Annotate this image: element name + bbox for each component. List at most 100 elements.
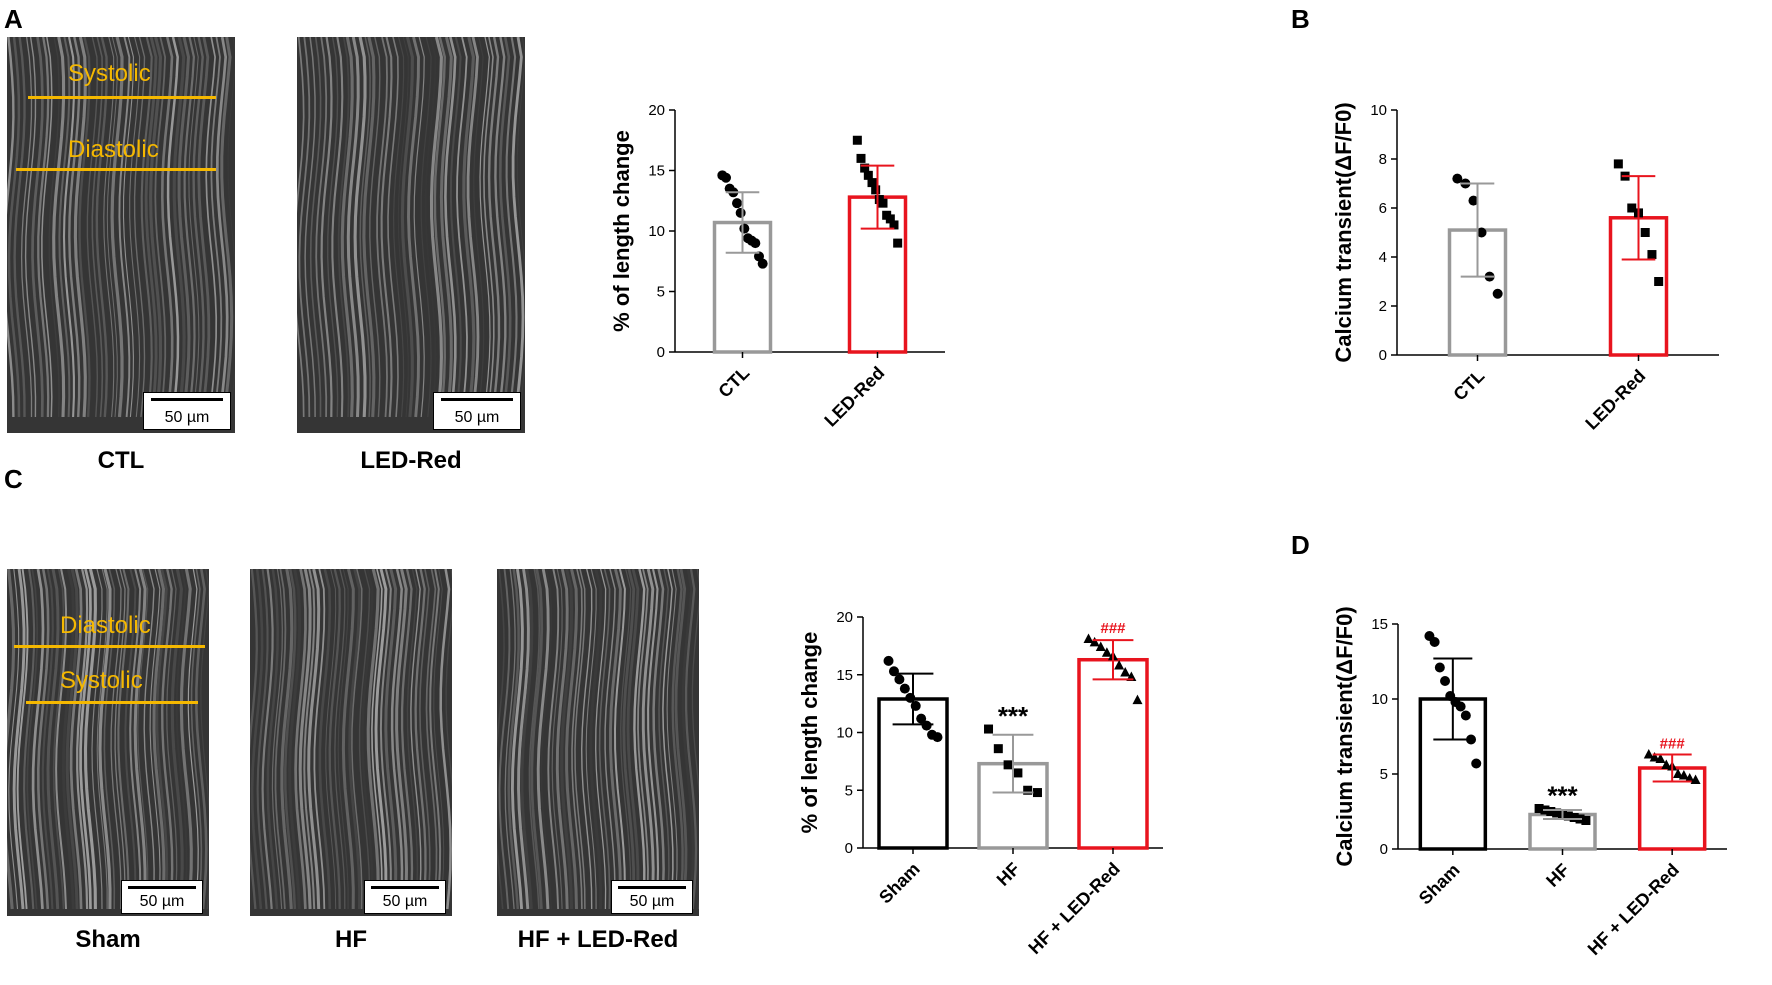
scale-bar-label: 50 µm	[164, 409, 210, 426]
kymograph-streak	[598, 569, 611, 910]
data-point	[1468, 195, 1479, 206]
kymograph-streak	[369, 37, 381, 418]
kymograph-streak	[571, 569, 583, 910]
kymograph-streak	[304, 37, 316, 418]
scale-bar-line	[618, 886, 686, 889]
data-point	[1429, 637, 1440, 647]
x-tick-label: CTL	[1449, 366, 1488, 405]
kymograph-streak	[433, 569, 445, 910]
kymograph-streak	[68, 37, 81, 418]
scale-bar-line	[150, 398, 224, 401]
kymograph-streak	[69, 569, 83, 910]
kymograph-streak	[91, 37, 104, 418]
panel-letter-a: A	[4, 4, 23, 34]
kymograph-streak	[380, 37, 393, 418]
kymograph-streak	[346, 37, 360, 418]
bar	[1077, 657, 1149, 850]
kymograph-streak	[395, 569, 409, 910]
kymograph-streak	[449, 37, 462, 418]
kymograph-streak	[574, 569, 586, 910]
condition-label-hf: HF	[335, 926, 367, 953]
data-point	[1460, 710, 1471, 721]
data-point	[1649, 752, 1660, 762]
kymograph-streak	[384, 569, 398, 910]
data-point	[1627, 203, 1637, 213]
kymograph-streak	[473, 37, 485, 418]
kymograph-streak	[73, 37, 87, 418]
chart-c-length-change: 0 5 10 15 20 % of length change Sham HF *** HF + …	[797, 609, 1163, 958]
kymograph-streak	[633, 569, 646, 910]
kymograph-streak	[106, 37, 118, 418]
kymograph-streak	[52, 569, 65, 910]
kymograph-streak	[420, 37, 432, 418]
kymograph-streak	[227, 37, 235, 418]
kymograph-streak	[160, 569, 174, 910]
panel-letter-b: B	[1291, 4, 1310, 34]
kymograph-streak	[256, 569, 269, 910]
systolic-line	[28, 96, 216, 99]
data-point	[1440, 676, 1451, 686]
y-tick-label: 15	[836, 667, 853, 684]
kymograph-streak	[462, 37, 476, 418]
kymograph-streak	[86, 37, 99, 418]
data-point	[1552, 808, 1562, 818]
kymograph-streak	[41, 569, 54, 910]
kymograph-streak	[195, 569, 208, 910]
kymograph-texture	[497, 569, 699, 916]
significance-annotation: ###	[1100, 620, 1126, 637]
kymograph-streak	[155, 569, 169, 910]
data-point	[721, 172, 732, 183]
kymograph-streak	[425, 569, 438, 910]
kymograph-texture	[7, 569, 209, 916]
kymograph-streak	[274, 569, 287, 910]
x-tick-label: HF + LED-Red	[1024, 859, 1123, 958]
scale-bar-line	[128, 886, 196, 889]
panel-letter-d: D	[1291, 530, 1310, 560]
kymograph-streak	[671, 569, 684, 910]
y-tick-label: 2	[1379, 298, 1387, 315]
kymograph-streak	[261, 569, 274, 910]
diastolic-line	[16, 168, 216, 171]
x-tick-label: LED-Red	[1581, 366, 1649, 434]
kymograph-streak	[400, 569, 414, 910]
kymograph-streak	[149, 569, 161, 910]
kymograph-streak	[250, 569, 258, 910]
kymograph-streak	[560, 569, 574, 910]
data-point	[916, 713, 927, 724]
kymograph-streak	[439, 569, 452, 910]
condition-label-sham: Sham	[75, 926, 141, 953]
kymograph-streak	[390, 569, 404, 910]
kymograph-streak	[183, 37, 196, 418]
y-axis-label: Calcium transient(ΔF/F0)	[1331, 102, 1356, 362]
kymograph-streak	[387, 37, 399, 418]
kymograph-image	[250, 569, 452, 916]
kymograph-streak	[565, 569, 579, 910]
kymograph-streak	[536, 569, 550, 910]
kymograph-streak	[406, 569, 419, 910]
kymograph-streak	[215, 37, 229, 418]
kymograph-streak	[41, 37, 53, 418]
data-point	[871, 185, 881, 195]
kymograph-streak	[307, 569, 321, 910]
y-tick-label: 15	[648, 163, 665, 180]
kymograph-streak	[351, 569, 363, 910]
kymograph-streak	[271, 569, 283, 910]
kymograph-streak	[595, 569, 607, 910]
kymograph-streak	[528, 569, 541, 910]
kymograph-streak	[400, 37, 414, 418]
data-point	[1455, 701, 1466, 712]
scale-bar-line	[371, 886, 439, 889]
y-tick-label: 10	[1370, 102, 1387, 119]
kymograph-streak	[326, 37, 339, 418]
data-point	[860, 163, 870, 173]
kymograph-streak	[31, 37, 44, 418]
data-point	[883, 655, 894, 666]
kymograph-streak	[177, 37, 191, 418]
significance-annotation: ###	[1660, 736, 1686, 753]
y-tick-label: 0	[1379, 347, 1387, 364]
kymograph-texture	[7, 37, 235, 433]
significance-annotation: ***	[998, 701, 1029, 731]
kymograph-streak	[7, 37, 21, 418]
scale-bar: 50 µm	[611, 880, 693, 914]
kymograph-streak	[320, 37, 333, 418]
